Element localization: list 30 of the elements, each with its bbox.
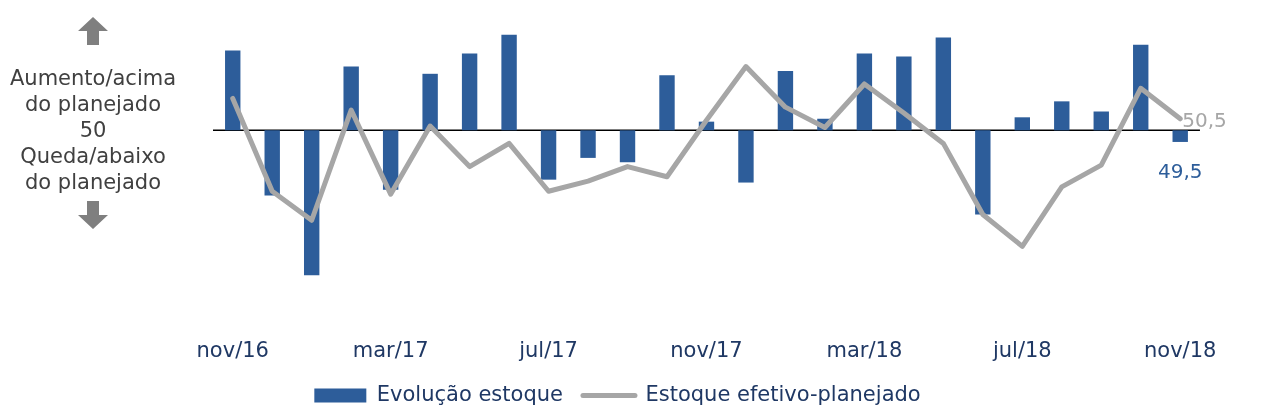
text: 50 — [78, 117, 108, 144]
bar — [304, 130, 320, 276]
bar — [738, 130, 754, 183]
bar — [1014, 117, 1030, 131]
bar — [501, 34, 517, 131]
legend-label: Evolução estoque — [376, 381, 563, 406]
bar — [540, 130, 557, 180]
bar — [422, 73, 438, 131]
bar — [1172, 130, 1188, 142]
x-tick-label: jul/18 — [991, 338, 1052, 363]
annotation: 50,5 — [1182, 107, 1227, 132]
bar — [580, 130, 596, 158]
bar — [896, 56, 912, 131]
x-tick-label: nov/16 — [196, 338, 269, 363]
x-tick-label: jul/17 — [518, 338, 578, 363]
bar — [975, 130, 991, 215]
annotation: 49,5 — [1157, 159, 1203, 184]
x-tick-label: nov/17 — [670, 338, 743, 363]
bar — [461, 53, 478, 131]
bar — [659, 75, 675, 131]
bar — [935, 37, 952, 131]
bar — [1054, 101, 1070, 131]
x-tick-label: mar/18 — [826, 338, 903, 363]
bar — [1093, 111, 1109, 131]
text: Aumento/acima do planejado — [8, 65, 178, 118]
text: Queda/abaixo do planejado — [19, 143, 167, 196]
legend-label: Estoque efetivo-planejado — [645, 381, 921, 406]
x-tick-label: mar/17 — [352, 338, 429, 363]
x-tick-label: nov/18 — [1144, 338, 1217, 363]
bar — [619, 130, 636, 163]
